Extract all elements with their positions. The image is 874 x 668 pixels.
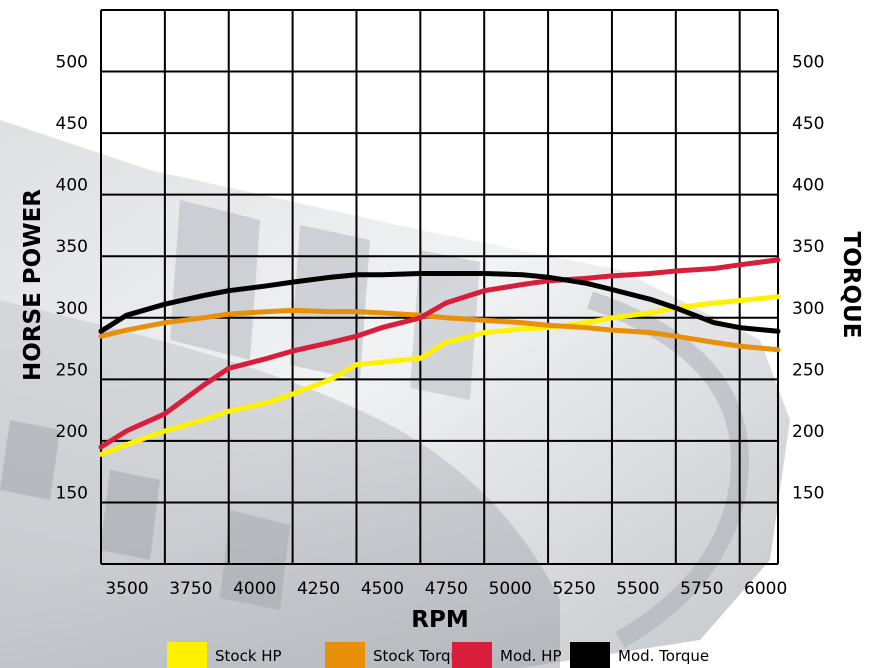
legend-label-mod-torque: Mod. Torque xyxy=(618,647,709,665)
x-axis-title: RPM xyxy=(411,607,468,633)
x-tick-label: 5750 xyxy=(680,579,723,599)
x-tick-label: 5500 xyxy=(616,579,659,599)
right-y-tick-label: 250 xyxy=(792,360,824,380)
legend-label-stock-torque: Stock Torque xyxy=(373,647,469,665)
left-y-tick-label: 400 xyxy=(56,176,88,196)
legend-swatch-mod-hp xyxy=(452,642,492,668)
right-y-tick-label: 150 xyxy=(792,483,824,503)
chart-series-lines xyxy=(98,257,781,457)
right-y-tick-label: 500 xyxy=(792,53,824,73)
x-tick-label: 4500 xyxy=(361,579,404,599)
series-line-mod-hp xyxy=(98,257,781,450)
series-line-stock-torque xyxy=(98,307,781,353)
left-y-tick-label: 150 xyxy=(56,483,88,503)
x-tick-label: 4250 xyxy=(297,579,340,599)
left-y-tick-label: 300 xyxy=(56,299,88,319)
series-line-mod-torque xyxy=(98,271,781,334)
x-tick-label: 4750 xyxy=(425,579,468,599)
left-y-tick-label: 450 xyxy=(56,114,88,134)
chart-grid xyxy=(100,9,779,565)
left-y-tick-label: 200 xyxy=(56,422,88,442)
left-y-tick-label: 500 xyxy=(56,53,88,73)
right-y-tick-label: 350 xyxy=(792,237,824,257)
x-tick-label: 4000 xyxy=(233,579,276,599)
legend-swatch-mod-torque xyxy=(570,642,610,668)
legend-swatch-stock-hp xyxy=(167,642,207,668)
x-axis-ticks: 3500 3750 4000 4250 4500 4750 5000 5250 5500 5750… xyxy=(105,579,787,599)
left-y-tick-label: 350 xyxy=(56,237,88,257)
right-y-tick-label: 200 xyxy=(792,422,824,442)
x-tick-label: 5250 xyxy=(552,579,595,599)
right-y-axis-ticks: 150 200 250 300 350 400 450 500 xyxy=(792,53,824,504)
chart-legend: Stock HP Stock Torque Mod. HP Mod. Torque xyxy=(167,642,709,668)
left-y-tick-label: 250 xyxy=(56,360,88,380)
left-y-axis-ticks: 150 200 250 300 350 400 450 500 xyxy=(56,53,88,504)
left-y-axis-title: HORSE POWER xyxy=(20,189,46,381)
right-y-tick-label: 450 xyxy=(792,114,824,134)
x-tick-label: 3750 xyxy=(169,579,212,599)
right-y-tick-label: 300 xyxy=(792,299,824,319)
series-line-stock-hp xyxy=(98,294,781,457)
x-tick-label: 3500 xyxy=(105,579,148,599)
x-tick-label: 6000 xyxy=(744,579,787,599)
legend-label-stock-hp: Stock HP xyxy=(215,647,282,665)
legend-swatch-stock-torque xyxy=(325,642,365,668)
legend-label-mod-hp: Mod. HP xyxy=(500,647,562,665)
x-tick-label: 5000 xyxy=(489,579,532,599)
right-y-tick-label: 400 xyxy=(792,176,824,196)
right-y-axis-title: TORQUE xyxy=(838,232,864,339)
